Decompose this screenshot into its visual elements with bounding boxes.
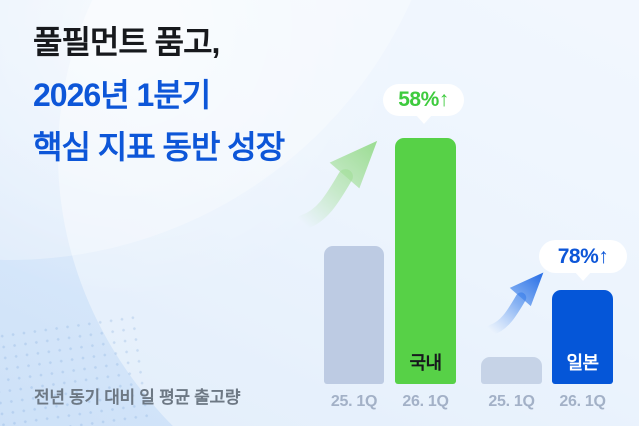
bar-label-domestic: 국내: [409, 353, 442, 373]
growth-badge-domestic-label: 58%↑: [398, 88, 449, 111]
axis-label-domestic-prev: 25. 1Q: [330, 393, 378, 410]
headline-line1: 풀필먼트 품고,: [33, 24, 220, 60]
bar-domestic-current: 국내: [395, 138, 456, 384]
bar-japan-prev: [481, 357, 542, 384]
bar-label-japan: 일본: [566, 353, 599, 373]
halftone-dots-decoration: [0, 312, 149, 426]
axis-label-domestic-current: 26. 1Q: [402, 393, 449, 410]
growth-badge-domestic: 58%↑: [383, 84, 464, 116]
growth-arrow-green-icon: [296, 140, 378, 230]
bar-japan-current: 일본: [552, 290, 613, 384]
growth-badge-japan: 78%↑: [539, 240, 627, 273]
growth-arrow-blue-icon: [486, 272, 544, 336]
axis-label-japan-prev: 25. 1Q: [488, 393, 535, 410]
headline-line3: 핵심 지표 동반 성장: [33, 129, 285, 165]
growth-badge-japan-label: 78%↑: [557, 244, 609, 268]
bar-domestic-prev: [324, 246, 384, 384]
metric-caption: 전년 동기 대비 일 평균 출고량: [34, 388, 241, 407]
headline-line2: 2026년 1분기: [33, 77, 211, 113]
axis-label-japan-current: 26. 1Q: [559, 393, 606, 410]
